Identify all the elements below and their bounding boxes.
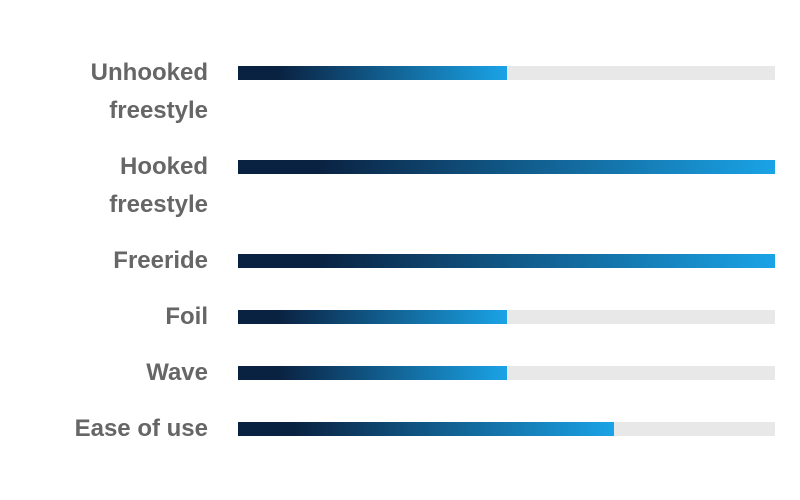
rating-track [238, 366, 775, 380]
rating-label: Foil [165, 303, 208, 330]
rating-label: Hooked freestyle [109, 153, 208, 218]
rating-track [238, 310, 775, 324]
rating-bar [238, 254, 775, 268]
rating-row: Wave [18, 354, 775, 392]
rating-bar [238, 422, 614, 436]
rating-label: Freeride [113, 247, 208, 274]
rating-track [238, 422, 775, 436]
rating-row: Unhooked freestyle [18, 54, 775, 130]
rating-list: Unhooked freestyle Hooked freestyle Freeri… [18, 54, 775, 448]
rating-track [238, 66, 775, 80]
rating-label: Wave [146, 359, 208, 386]
rating-row: Freeride [18, 242, 775, 280]
rating-track [238, 254, 775, 268]
rating-row: Hooked freestyle [18, 148, 775, 224]
rating-row: Ease of use [18, 410, 775, 448]
rating-track [238, 160, 775, 174]
rating-bar [238, 366, 507, 380]
rating-bar [238, 160, 775, 174]
rating-label: Ease of use [74, 415, 208, 442]
rating-row: Foil [18, 298, 775, 336]
rating-bar [238, 66, 507, 80]
rating-label: Unhooked freestyle [90, 59, 208, 124]
rating-bar [238, 310, 507, 324]
